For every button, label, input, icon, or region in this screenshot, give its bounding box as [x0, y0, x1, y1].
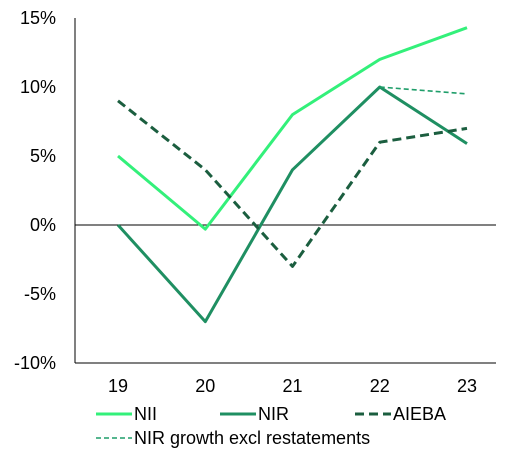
y-tick-label: -5%: [24, 284, 56, 304]
series-line-aieba: [117, 99, 468, 268]
y-tick-label: 15%: [20, 8, 56, 28]
legend: NII NIR AIEBA NIR growth excl restatements: [96, 404, 446, 448]
x-axis-ticks: 19 20 21 22 23: [108, 376, 477, 396]
y-tick-label: -10%: [14, 353, 56, 373]
x-tick-label: 23: [457, 376, 477, 396]
legend-label: NIR growth excl restatements: [134, 428, 370, 448]
x-tick-label: 19: [108, 376, 128, 396]
series-lines: [116, 26, 468, 324]
series-line-nir-growth-excl-restatements: [379, 86, 468, 95]
series-line-nir: [116, 85, 468, 324]
y-tick-label: 10%: [20, 77, 56, 97]
y-tick-label: 0%: [30, 215, 56, 235]
legend-label: NIR: [258, 404, 289, 424]
x-tick-label: 22: [370, 376, 390, 396]
legend-label: AIEBA: [393, 404, 446, 424]
y-axis-ticks: 15% 10% 5% 0% -5% -10%: [14, 8, 56, 373]
x-tick-label: 21: [282, 376, 302, 396]
plot-frame: [74, 18, 496, 364]
series-line-nii: [117, 26, 468, 231]
legend-label: NII: [134, 404, 157, 424]
y-tick-label: 5%: [30, 146, 56, 166]
x-tick-label: 20: [195, 376, 215, 396]
